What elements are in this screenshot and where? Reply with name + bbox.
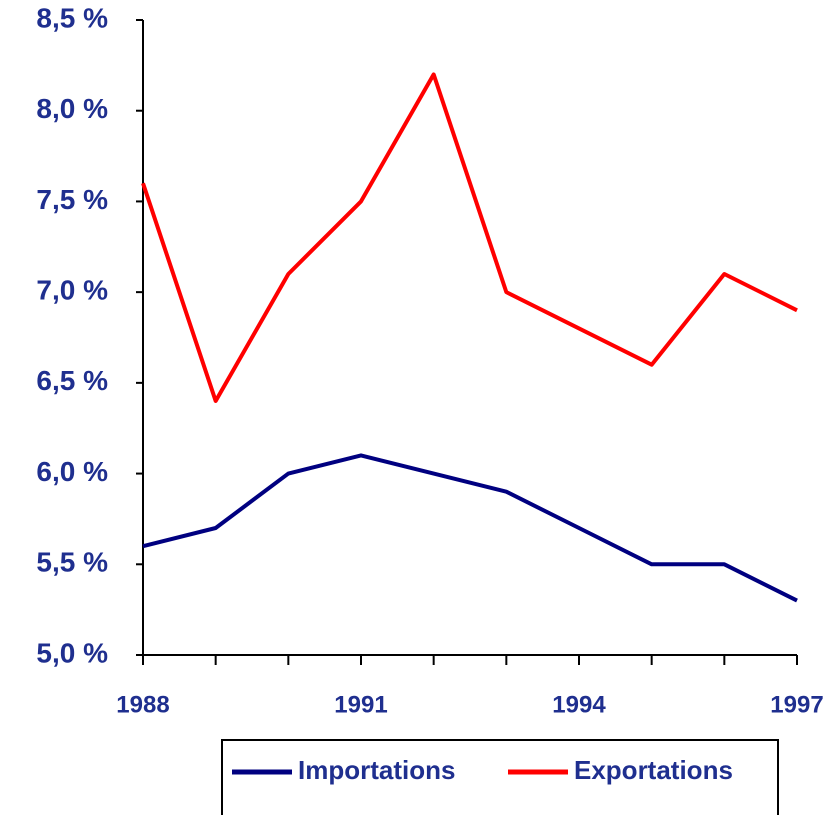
x-tick-label: 1994 xyxy=(552,691,606,718)
y-tick-label: 7,0 % xyxy=(36,275,108,306)
x-tick-label: 1997 xyxy=(770,691,823,718)
x-tick-label: 1988 xyxy=(116,691,169,718)
legend-label: Importations xyxy=(298,755,455,785)
line-series xyxy=(141,72,798,403)
legend-label: Exportations xyxy=(574,755,733,785)
y-tick-label: 5,0 % xyxy=(36,637,108,668)
y-tick-label: 8,0 % xyxy=(36,93,108,124)
y-tick-label: 6,5 % xyxy=(36,365,108,396)
legend-box xyxy=(221,739,779,815)
y-tick-label: 7,5 % xyxy=(36,184,108,215)
y-tick-label: 6,0 % xyxy=(36,456,108,487)
y-tick-label: 8,5 % xyxy=(36,2,108,33)
line-series xyxy=(142,453,798,603)
x-tick-label: 1991 xyxy=(334,691,387,718)
y-tick-label: 5,5 % xyxy=(36,547,108,578)
